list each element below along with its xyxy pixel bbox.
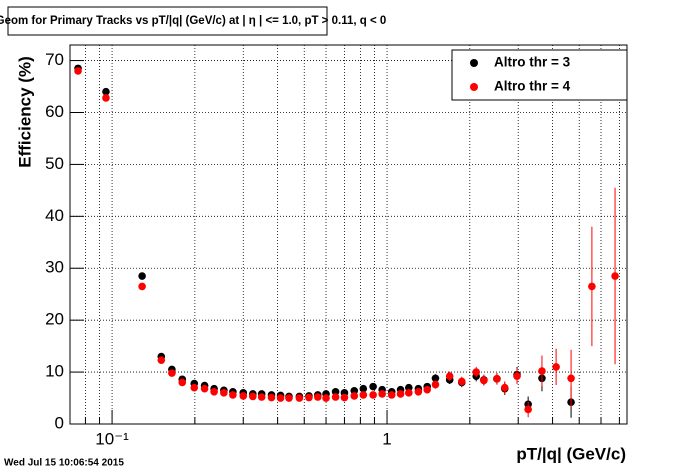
data-point xyxy=(480,376,488,385)
data-point xyxy=(295,394,304,402)
data-point xyxy=(524,405,532,414)
data-point xyxy=(472,368,480,376)
data-point xyxy=(552,363,560,371)
data-point xyxy=(431,374,440,383)
data-point xyxy=(138,282,146,291)
data-point xyxy=(611,272,619,280)
data-point xyxy=(369,382,377,391)
x-tick-label: 1 xyxy=(382,429,391,448)
data-point xyxy=(359,384,368,393)
data-point xyxy=(331,393,340,401)
data-point xyxy=(331,388,340,396)
data-point xyxy=(249,392,257,401)
footer: Wed Jul 15 10:06:54 2015 xyxy=(4,458,124,469)
data-point xyxy=(423,385,432,394)
data-point xyxy=(229,391,237,399)
data-point xyxy=(513,372,521,381)
y-axis-label: Efficiency (%) xyxy=(15,56,34,167)
data-point xyxy=(239,392,248,400)
y-tick-label: 20 xyxy=(45,310,64,329)
data-point xyxy=(359,391,368,399)
data-point xyxy=(457,377,466,386)
data-point xyxy=(168,369,176,377)
data-point xyxy=(305,393,313,402)
legend-label: Altro thr = 3 xyxy=(494,55,571,70)
y-tick-label: 0 xyxy=(55,413,64,432)
chart-title: Lost wrt Geom for Primary Tracks vs pT/|… xyxy=(0,15,386,27)
data-point xyxy=(276,394,285,402)
data-point xyxy=(178,378,187,387)
data-point xyxy=(567,374,575,383)
x-axis-label: pT/|q| (GeV/c) xyxy=(516,444,626,463)
data-point xyxy=(267,393,276,402)
legend-marker xyxy=(470,59,478,67)
y-tick-label: 50 xyxy=(45,154,64,173)
data-point xyxy=(405,389,413,397)
y-tick-label: 40 xyxy=(45,206,64,225)
data-point xyxy=(210,388,218,396)
data-point xyxy=(588,282,596,291)
data-point xyxy=(190,383,199,392)
data-point xyxy=(350,386,359,395)
data-point xyxy=(500,383,509,392)
data-point xyxy=(378,390,386,398)
data-point xyxy=(200,384,209,393)
x-tick-label: 10⁻¹ xyxy=(95,429,129,448)
y-tick-label: 30 xyxy=(45,258,64,277)
data-point xyxy=(369,391,377,399)
data-point xyxy=(445,372,454,381)
data-point xyxy=(396,390,405,398)
data-point xyxy=(340,393,349,402)
legend-box xyxy=(451,49,628,101)
y-tick-label: 60 xyxy=(45,102,64,121)
data-point xyxy=(431,380,440,389)
data-point xyxy=(493,375,501,383)
data-point xyxy=(102,94,110,102)
y-tick-label: 70 xyxy=(45,50,64,69)
data-point xyxy=(138,272,146,280)
data-point xyxy=(387,391,396,399)
data-point xyxy=(414,388,423,396)
data-point xyxy=(322,394,330,402)
data-point xyxy=(405,383,413,392)
plot-frame xyxy=(69,44,628,425)
data-point xyxy=(538,367,546,375)
y-tick-label: 10 xyxy=(45,362,64,381)
data-point xyxy=(102,87,110,96)
legend-marker xyxy=(470,83,478,91)
data-point xyxy=(257,393,266,401)
data-point xyxy=(220,389,228,397)
title-box xyxy=(7,6,328,36)
data-point xyxy=(74,67,82,75)
data-point xyxy=(157,356,166,364)
data-point xyxy=(350,392,359,400)
legend-label: Altro thr = 4 xyxy=(494,79,571,94)
data-point xyxy=(313,393,322,401)
data-point xyxy=(285,394,293,402)
